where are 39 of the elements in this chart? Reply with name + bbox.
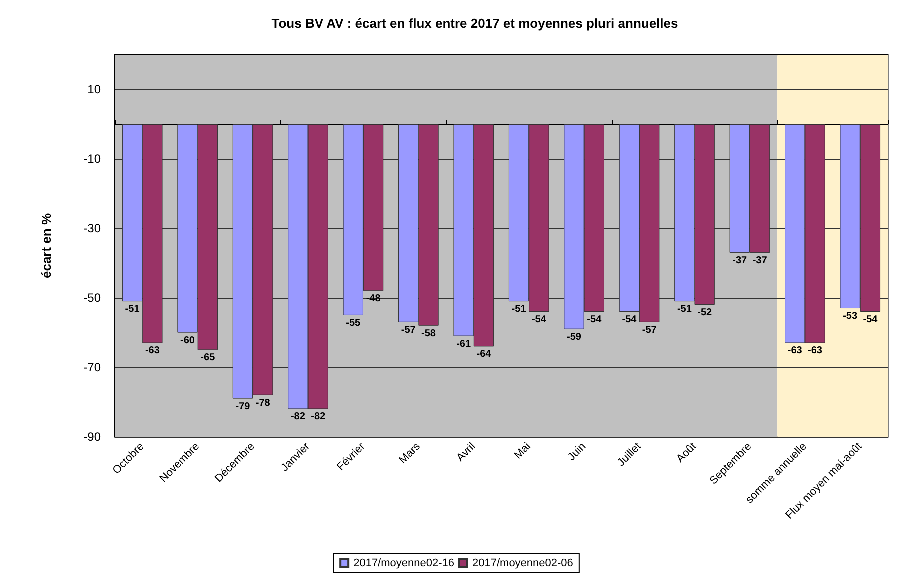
y-axis-title: écart en % xyxy=(39,213,54,279)
data-label: -79 xyxy=(236,401,251,412)
y-tick-label: -30 xyxy=(84,222,102,236)
data-label: -51 xyxy=(125,304,140,316)
data-label: -57 xyxy=(401,324,416,336)
legend-label: 2017/moyenne02-16 xyxy=(354,558,455,570)
data-label: -57 xyxy=(642,324,658,336)
y-tick-label: -10 xyxy=(84,152,102,166)
data-label: -54 xyxy=(587,314,602,326)
data-label: -59 xyxy=(567,332,582,343)
data-label: -51 xyxy=(512,304,527,316)
data-label: -53 xyxy=(843,311,858,322)
data-label: -82 xyxy=(311,412,326,423)
data-label: -55 xyxy=(346,318,362,329)
y-tick-label: 10 xyxy=(88,82,102,97)
data-label: -82 xyxy=(290,412,306,423)
data-label: -37 xyxy=(732,255,748,266)
data-label: -54 xyxy=(532,314,547,326)
data-label: -61 xyxy=(456,338,472,350)
data-label: -64 xyxy=(476,349,492,360)
data-label: -63 xyxy=(145,346,160,357)
chart-title: Tous BV AV : écart en flux entre 2017 et moyennes pluri annuelles xyxy=(272,16,678,31)
x-tick-label: Mai xyxy=(512,440,534,462)
y-tick-label: -90 xyxy=(84,430,102,444)
data-label: -63 xyxy=(788,346,803,357)
data-label: -60 xyxy=(180,335,196,346)
data-label: -63 xyxy=(808,346,823,357)
legend-label: 2017/moyenne02-06 xyxy=(472,558,574,570)
data-label: -65 xyxy=(200,352,216,364)
data-label: -37 xyxy=(752,255,768,266)
data-label: -52 xyxy=(698,308,712,319)
data-label: -54 xyxy=(622,314,638,326)
y-tick-label: -50 xyxy=(84,291,102,306)
data-label: -58 xyxy=(422,328,436,340)
data-label: -78 xyxy=(256,398,271,409)
data-label: -51 xyxy=(677,304,692,316)
x-tick-label: Juin xyxy=(566,440,589,464)
data-label: -54 xyxy=(863,314,878,326)
y-tick-label: -70 xyxy=(84,360,102,375)
